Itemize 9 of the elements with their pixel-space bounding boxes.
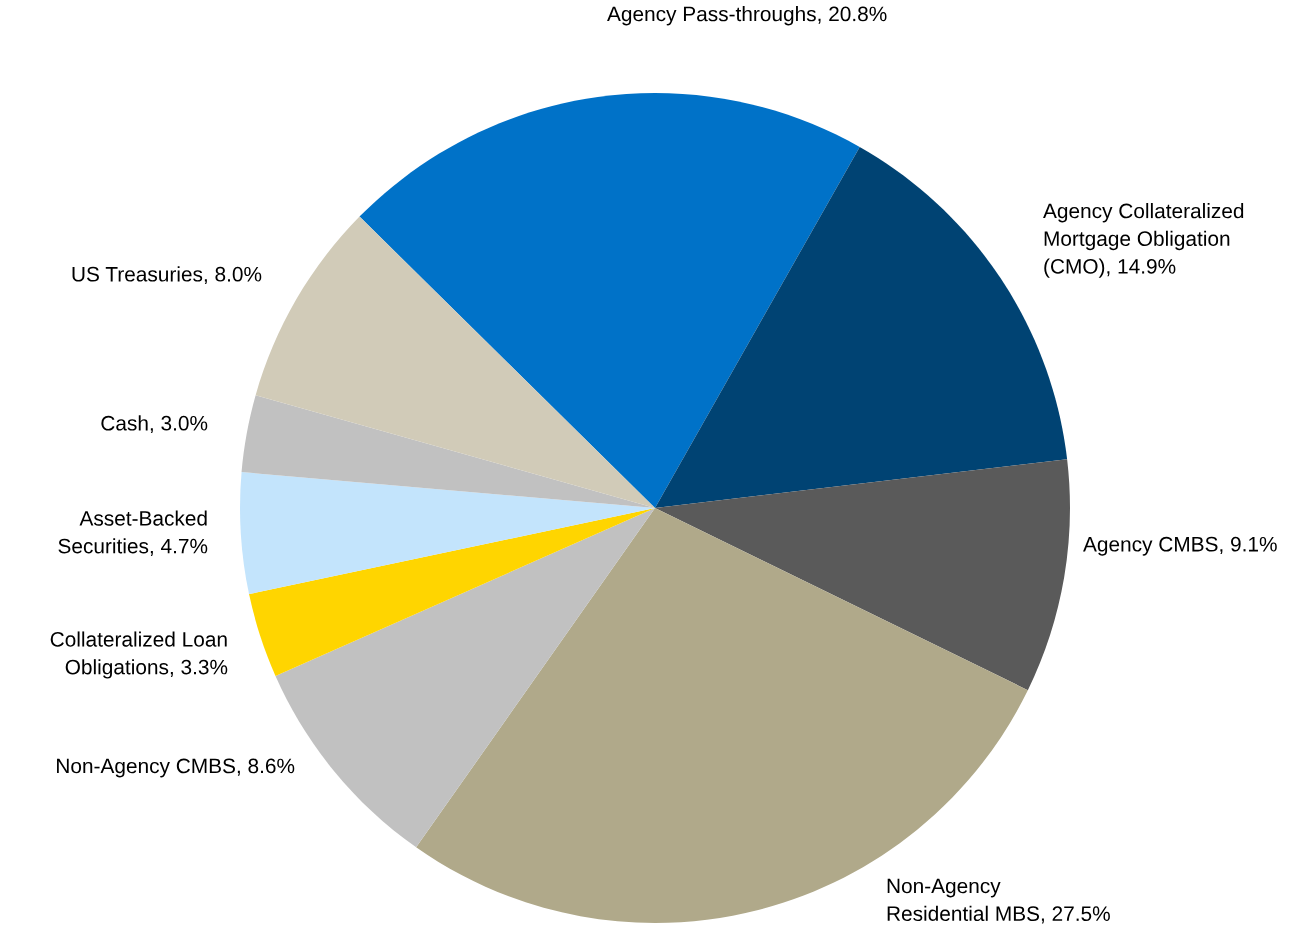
slice-label: Cash, 3.0%	[101, 415, 208, 434]
slice-label: Agency Pass-throughs, 20.8%	[607, 6, 887, 26]
slice-label: Collateralized Loan Obligations, 3.3%	[50, 631, 228, 679]
slice-label: Asset-Backed Securities, 4.7%	[58, 510, 208, 556]
slice-label: Agency Collateralized Mortgage Obligation (CMO), 14.9%	[1043, 203, 1244, 278]
slice-label: Non-Agency Residential MBS, 27.5%	[887, 878, 1110, 924]
slice-label: Agency CMBS, 9.1%	[1083, 536, 1277, 556]
slice-label: Non-Agency CMBS, 8.6%	[57, 758, 295, 778]
slice-label: US Treasuries, 8.0%	[72, 266, 262, 285]
